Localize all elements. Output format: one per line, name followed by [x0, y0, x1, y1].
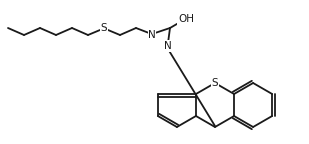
Text: OH: OH [178, 14, 194, 24]
Text: S: S [101, 23, 107, 33]
Text: N: N [148, 30, 156, 40]
Text: S: S [212, 78, 218, 88]
Text: N: N [164, 41, 172, 51]
